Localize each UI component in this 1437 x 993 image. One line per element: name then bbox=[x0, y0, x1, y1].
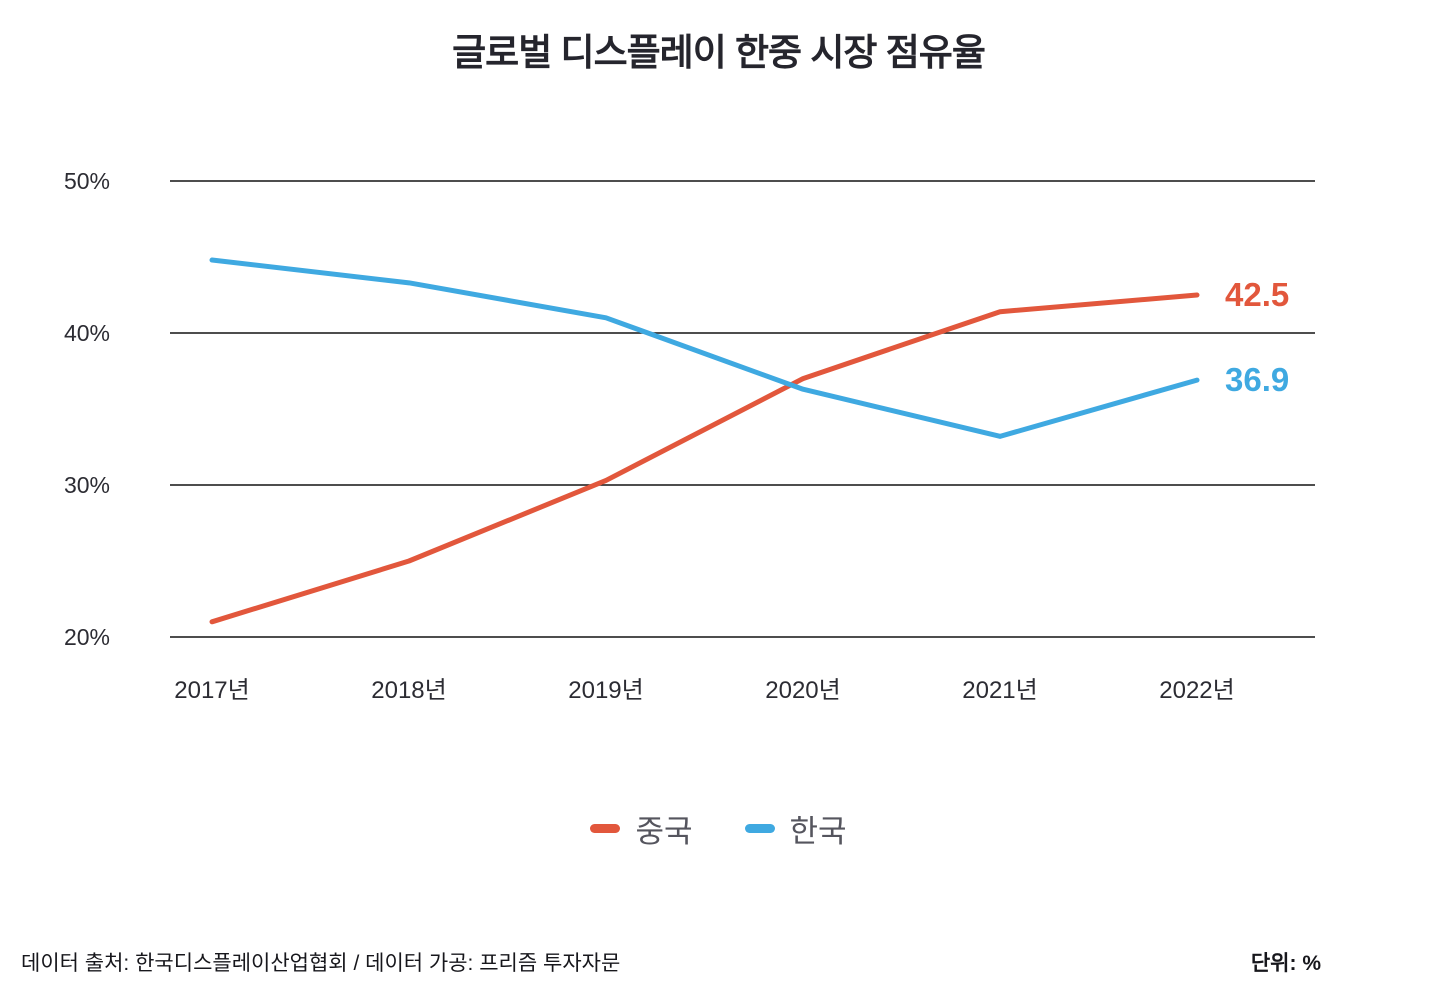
legend: 중국 한국 bbox=[0, 806, 1437, 851]
legend-item: 한국 bbox=[744, 806, 847, 851]
x-tick-label: 2018년 bbox=[371, 677, 446, 704]
y-tick-label: 30% bbox=[64, 472, 110, 498]
x-tick-label: 2017년 bbox=[174, 677, 249, 704]
x-tick-label: 2019년 bbox=[568, 677, 643, 704]
footer-unit: 단위: % bbox=[1250, 952, 1321, 975]
footer-source: 데이터 출처: 한국디스플레이산업협회 / 데이터 가공: 프리즘 투자자문 bbox=[21, 952, 621, 975]
x-tick-label: 2020년 bbox=[765, 677, 840, 704]
legend-item: 중국 bbox=[590, 806, 693, 851]
x-tick-label: 2022년 bbox=[1159, 677, 1234, 704]
series-end-label: 36.9 bbox=[1225, 361, 1289, 398]
line-chart: 20% 30% 40% 50% 2017년 2018년 2019년 2020년 2021년 202… bbox=[64, 168, 1315, 704]
y-tick-label: 20% bbox=[64, 624, 110, 650]
legend-marker bbox=[744, 824, 775, 833]
x-tick-label: 2021년 bbox=[962, 677, 1037, 704]
series-end-label: 42.5 bbox=[1225, 276, 1289, 313]
series-line bbox=[209, 257, 1200, 439]
legend-label: 중국 bbox=[635, 814, 693, 849]
chart-title: 글로벌 디스플레이 한중 시장 점유율 bbox=[452, 32, 986, 73]
series-line bbox=[209, 292, 1200, 625]
y-tick-label: 50% bbox=[64, 168, 110, 194]
y-tick-label: 40% bbox=[64, 320, 110, 346]
legend-marker bbox=[590, 824, 621, 833]
legend-label: 한국 bbox=[789, 814, 847, 849]
